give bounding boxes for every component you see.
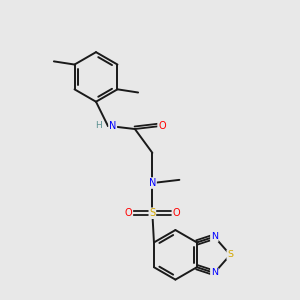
Text: O: O — [125, 208, 132, 218]
Text: N: N — [211, 232, 218, 241]
Text: S: S — [227, 250, 233, 259]
Text: S: S — [149, 208, 155, 218]
Text: O: O — [158, 121, 166, 131]
Text: O: O — [172, 208, 180, 218]
Text: N: N — [211, 268, 218, 278]
Text: N: N — [149, 178, 156, 188]
Text: N: N — [109, 121, 116, 131]
Text: H: H — [96, 122, 102, 130]
